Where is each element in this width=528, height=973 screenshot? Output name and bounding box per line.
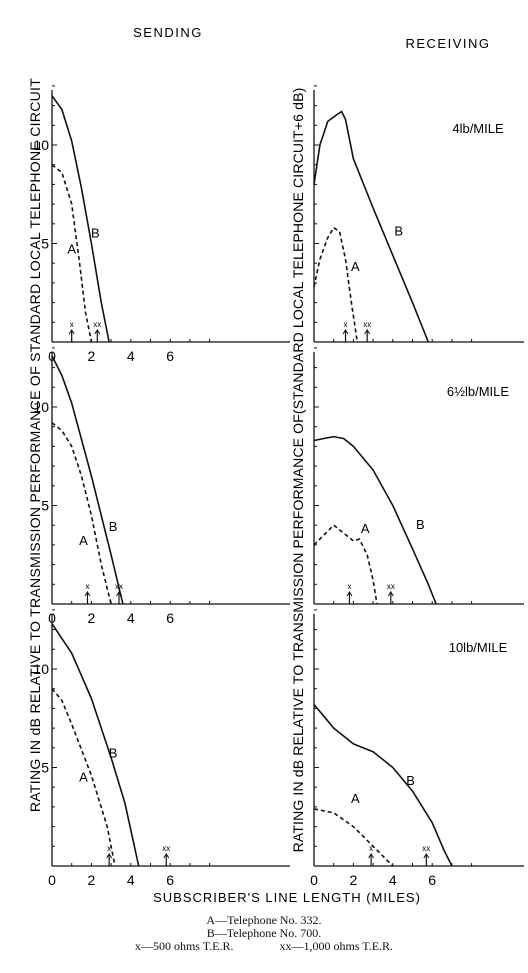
marker-x-label: x (369, 844, 373, 853)
cable-weight-label: 6½lb/MILE (447, 384, 509, 399)
marker-arrowhead (94, 329, 101, 335)
marker-arrowhead (346, 591, 353, 597)
marker-x-label: x (347, 582, 351, 591)
series-a-line (51, 164, 93, 343)
y-tick-label: 5 (41, 498, 49, 514)
legend-xx-mark: xx—1,000 ohms T.E.R. (279, 939, 394, 953)
x-tick-label: 4 (389, 872, 397, 888)
curve-label-a: A (361, 521, 370, 536)
curve-label-b: B (394, 224, 403, 239)
marker-arrowhead (364, 329, 371, 335)
y-tick-label: 10 (33, 661, 49, 677)
y-tick-label: 5 (41, 236, 49, 252)
curve-label-b: B (406, 773, 415, 788)
marker-arrowhead (116, 591, 122, 597)
y-tick-label: 10 (33, 137, 49, 153)
marker-arrowhead (106, 853, 113, 859)
series-b-line (313, 435, 437, 605)
marker-arrowhead (163, 853, 170, 859)
series-a-line (313, 226, 359, 343)
x-tick-label: 2 (350, 872, 358, 888)
y-tick-label: 10 (33, 399, 49, 415)
marker-x-label: x (344, 320, 348, 329)
marker-xx-label: xx (387, 582, 395, 591)
x-tick-label: 2 (88, 610, 96, 626)
marker-xx-label: xx (422, 844, 430, 853)
x-tick-label: 4 (127, 348, 135, 364)
x-tick-label: 2 (88, 872, 96, 888)
series-b-line (51, 355, 124, 605)
x-tick-label: 6 (166, 610, 174, 626)
marker-arrowhead (387, 591, 394, 597)
marker-xx-label: xx (162, 844, 170, 853)
marker-x-label: x (70, 320, 74, 329)
marker-x-label: x (107, 844, 111, 853)
x-tick-label: 4 (127, 610, 135, 626)
x-tick-label: 2 (88, 348, 96, 364)
curve-label-a: A (67, 241, 76, 256)
marker-arrowhead (84, 591, 91, 597)
series-b-line (51, 623, 140, 867)
marker-arrowhead (423, 853, 430, 859)
sending-header: SENDING (133, 25, 203, 40)
curve-label-a: A (79, 769, 88, 784)
marker-xx-label: xx (93, 320, 101, 329)
cable-weight-label: 4lb/MILE (452, 121, 504, 136)
curve-label-b: B (109, 746, 118, 761)
legend-line-marks: x—500 ohms T.E.R. xx—1,000 ohms T.E.R. (0, 940, 528, 953)
series-a-line (313, 808, 394, 867)
series-a-line (313, 524, 378, 605)
marker-x-label: x (85, 582, 89, 591)
curve-label-a: A (79, 533, 88, 548)
curve-label-b: B (416, 517, 425, 532)
x-tick-label: 0 (48, 872, 56, 888)
marker-arrowhead (368, 853, 375, 859)
series-b-line (313, 703, 453, 867)
legend-line-a: A—Telephone No. 332. (206, 913, 322, 927)
receiving-header: RECEIVING (405, 36, 490, 51)
x-axis-label: SUBSCRIBER'S LINE LENGTH (MILES) (153, 890, 421, 905)
series-b-line (313, 110, 430, 343)
x-tick-label: 4 (127, 872, 135, 888)
curve-label-a: A (351, 259, 360, 274)
curve-label-b: B (91, 226, 100, 241)
x-tick-label: 6 (166, 872, 174, 888)
y-axis-label-right: RATING IN dB RELATIVE TO TRANSMISSION PE… (290, 88, 306, 853)
marker-arrowhead (68, 329, 75, 335)
y-axis-label-left: RATING IN dB RELATIVE TO TRANSMISSION PE… (27, 78, 43, 812)
curve-label-b: B (109, 519, 118, 534)
x-tick-label: 6 (428, 872, 436, 888)
cable-weight-label: 10lb/MILE (449, 640, 508, 655)
legend-x-mark: x—500 ohms T.E.R. (134, 939, 234, 953)
marker-xx-label: xx (115, 582, 123, 591)
y-tick-label: 5 (41, 760, 49, 776)
x-tick-label: 6 (166, 348, 174, 364)
legend-line-b: B—Telephone No. 700. (206, 926, 322, 940)
marker-arrowhead (342, 329, 349, 335)
curve-label-a: A (351, 791, 360, 806)
series-a-line (51, 688, 116, 867)
marker-xx-label: xx (363, 320, 371, 329)
series-b-line (51, 95, 110, 343)
x-tick-label: 0 (310, 872, 318, 888)
series-a-line (51, 422, 112, 605)
